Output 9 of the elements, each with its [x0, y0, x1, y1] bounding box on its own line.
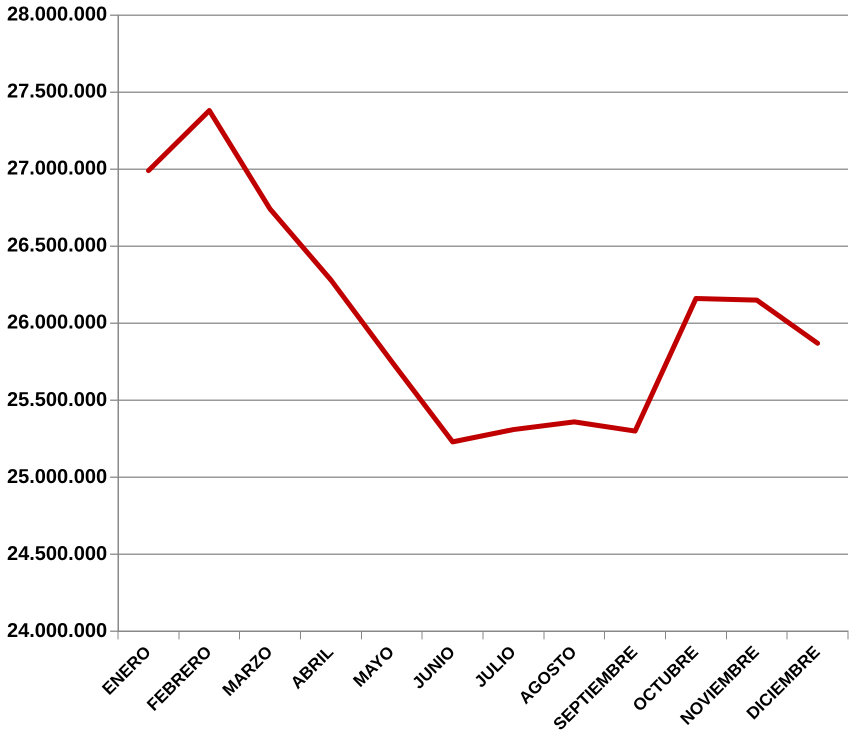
y-tick-label: 26.000.000	[6, 312, 108, 334]
y-tick-label: 27.000.000	[6, 158, 108, 180]
y-tick-label: 28.000.000	[6, 4, 108, 26]
y-tick-label: 25.500.000	[6, 388, 108, 411]
y-tick-label: 24.500.000	[6, 542, 108, 565]
y-tick-label: 27.500.000	[6, 80, 108, 103]
y-tick-label: 26.500.000	[6, 234, 108, 257]
y-tick-label: 25.000.000	[6, 466, 108, 488]
y-tick-label: 24.000.000	[6, 620, 108, 642]
